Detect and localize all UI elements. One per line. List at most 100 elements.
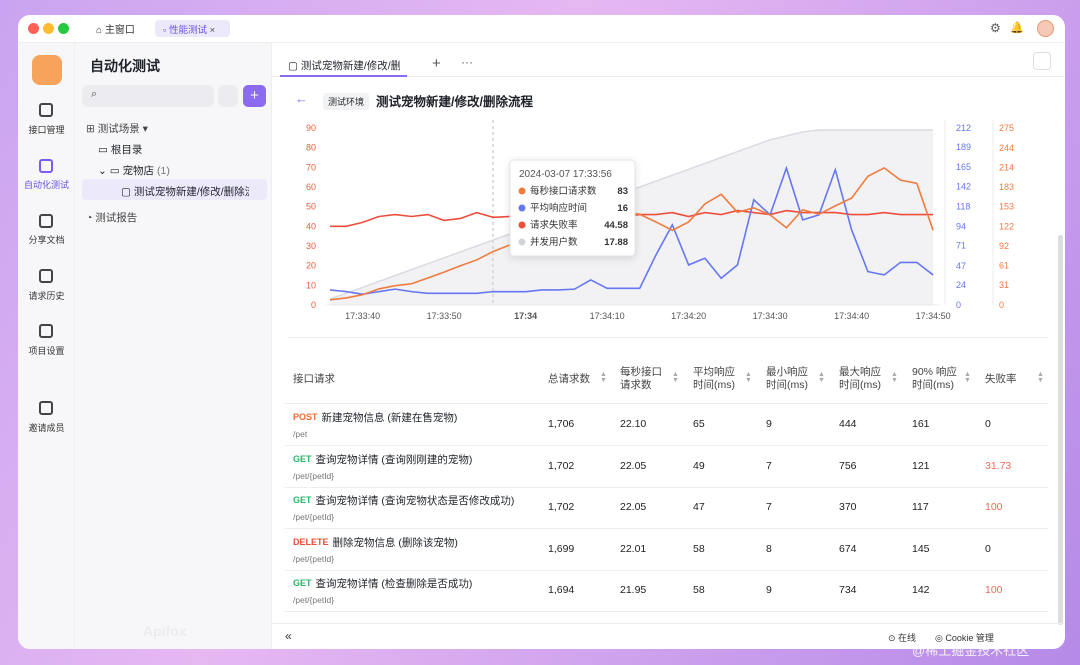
tree-folder[interactable]: ⌄ ▭ 宠物店 (1) (98, 165, 170, 177)
refresh[interactable] (1033, 52, 1051, 70)
avatar[interactable] (1037, 20, 1054, 37)
tab-main[interactable]: ⌂ 主窗口 (96, 25, 135, 36)
sort-icon[interactable]: ▲ ▼ (891, 371, 898, 384)
more[interactable]: ··· (461, 55, 473, 69)
x-tick-label: 17:34:30 (753, 311, 788, 321)
cell: 22.05 (620, 501, 647, 513)
collapse[interactable]: « (285, 629, 292, 643)
endpoint-name[interactable]: 查询宠物详情 (检查删除是否成功) (315, 578, 473, 590)
tree-reports[interactable]: ◔ 测试报告 (86, 212, 138, 224)
line (329, 165, 934, 295)
side-label: 接口管理 (28, 125, 65, 135)
cell: 8 (766, 542, 772, 555)
cell: 121 (912, 459, 930, 472)
tab-active[interactable] (155, 20, 230, 37)
cookie[interactable]: ◎ Cookie 管理 (935, 633, 994, 643)
tab[interactable] (280, 51, 407, 77)
side-icon[interactable] (39, 401, 53, 415)
divider (288, 337, 1048, 338)
cell: 7 (766, 459, 772, 472)
column-header[interactable]: 最大响应时间(ms) (839, 366, 881, 391)
tree-root[interactable]: ▭ 根目录 (98, 144, 143, 156)
cell: 1,706 (548, 418, 575, 430)
tooltip-dot (518, 221, 526, 229)
tooltip-dot (518, 238, 526, 246)
bell-icon[interactable]: 🔔 (1010, 22, 1024, 34)
y-tick-label: 60 (306, 182, 316, 192)
x-tick-label: 17:34:20 (671, 311, 706, 321)
settings-icon[interactable]: ⚙ (990, 21, 1001, 35)
search-box[interactable] (82, 85, 214, 107)
min-dot[interactable] (43, 23, 54, 34)
back[interactable]: ← (295, 91, 308, 106)
search-icon: ⌕ (91, 88, 98, 100)
side-icon[interactable] (39, 324, 53, 338)
tooltip-name: 并发用户数 (530, 236, 578, 248)
endpoint-name[interactable]: 删除宠物信息 (删除该宠物) (332, 536, 458, 549)
tooltip-box (509, 159, 636, 257)
method: POST (293, 412, 318, 422)
y-tick-label: 90 (306, 123, 316, 133)
y-tick-label: 30 (306, 241, 316, 251)
y-tick-label: 0 (999, 300, 1004, 310)
column-header[interactable]: 平均响应时间(ms) (693, 366, 735, 391)
cell: 370 (839, 501, 857, 513)
method: GET (293, 578, 312, 588)
column-header[interactable]: 失败率 (985, 373, 1017, 385)
column-header[interactable]: 总请求数 (548, 373, 590, 385)
cell: 58 (693, 584, 705, 596)
endpoint-name[interactable]: 查询宠物详情 (查询宠物状态是否修改成功) (315, 495, 515, 507)
side-icon[interactable] (39, 269, 53, 283)
tree-panel (75, 43, 272, 649)
y-tick-label: 122 (999, 221, 1014, 231)
side-label: 分享文档 (28, 235, 65, 245)
cell: 734 (839, 584, 857, 596)
endpoint-name[interactable]: 查询宠物详情 (查询刚刚建的宠物) (315, 453, 473, 466)
endpoint-name[interactable]: 新建宠物信息 (新建在售宠物) (321, 412, 458, 424)
tooltip-value: 44.58 (604, 220, 628, 231)
table-rule (285, 486, 1048, 488)
y-tick-label: 80 (306, 143, 316, 153)
tree-scenes[interactable]: ⊞ 测试场景 ▾ (86, 123, 148, 135)
cell: 1,699 (548, 542, 575, 555)
column-header[interactable]: 90% 响应时间(ms) (912, 366, 957, 391)
brand-watermark: Apifox (143, 623, 187, 639)
sort-icon[interactable]: ▲ ▼ (964, 371, 971, 384)
column-header[interactable]: 每秒接口请求数 (620, 366, 662, 391)
column-header[interactable]: 最小响应时间(ms) (766, 366, 808, 391)
cell: 7 (766, 501, 772, 513)
y-tick-label: 40 (306, 221, 316, 231)
sort-icon[interactable]: ▲ ▼ (1037, 371, 1044, 384)
cell: 31.73 (985, 459, 1012, 472)
tree-selected[interactable] (82, 179, 267, 200)
online[interactable]: ⊙ 在线 (888, 633, 917, 643)
close-dot[interactable] (28, 23, 39, 34)
add-button[interactable]: + (243, 85, 266, 107)
label: 测试宠物新建/修改/删除流程 (300, 60, 400, 72)
side-icon[interactable] (39, 103, 53, 117)
side-icon[interactable] (39, 214, 53, 228)
sort-icon[interactable]: ▲ ▼ (818, 371, 825, 384)
max-dot[interactable] (58, 23, 69, 34)
project-logo[interactable] (32, 55, 62, 85)
y-tick-label: 24 (956, 280, 966, 290)
new-tab[interactable]: + (432, 55, 441, 72)
tooltip-dot (518, 187, 526, 195)
column-header[interactable]: 接口请求 (293, 373, 335, 385)
sort-icon[interactable]: ▲ ▼ (672, 371, 679, 384)
y-tick-label: 165 (956, 162, 971, 172)
sort-icon[interactable]: ▲ ▼ (745, 371, 752, 384)
side-icon[interactable] (39, 159, 53, 173)
table-rule (285, 528, 1048, 529)
env-tag[interactable]: 测试环境 (323, 93, 370, 110)
filter-button[interactable] (218, 85, 238, 107)
cell: 22.10 (620, 418, 647, 430)
scrollbar (1058, 235, 1063, 625)
sort-icon[interactable]: ▲ ▼ (600, 371, 607, 384)
tab-label: 性能测试 (169, 25, 208, 36)
x-tick-label: 17:34:40 (834, 311, 869, 321)
tab-bar (272, 43, 1065, 77)
cell: 58 (693, 542, 705, 555)
y-tick-label: 61 (999, 261, 1009, 271)
label: 根目录 (110, 144, 143, 156)
